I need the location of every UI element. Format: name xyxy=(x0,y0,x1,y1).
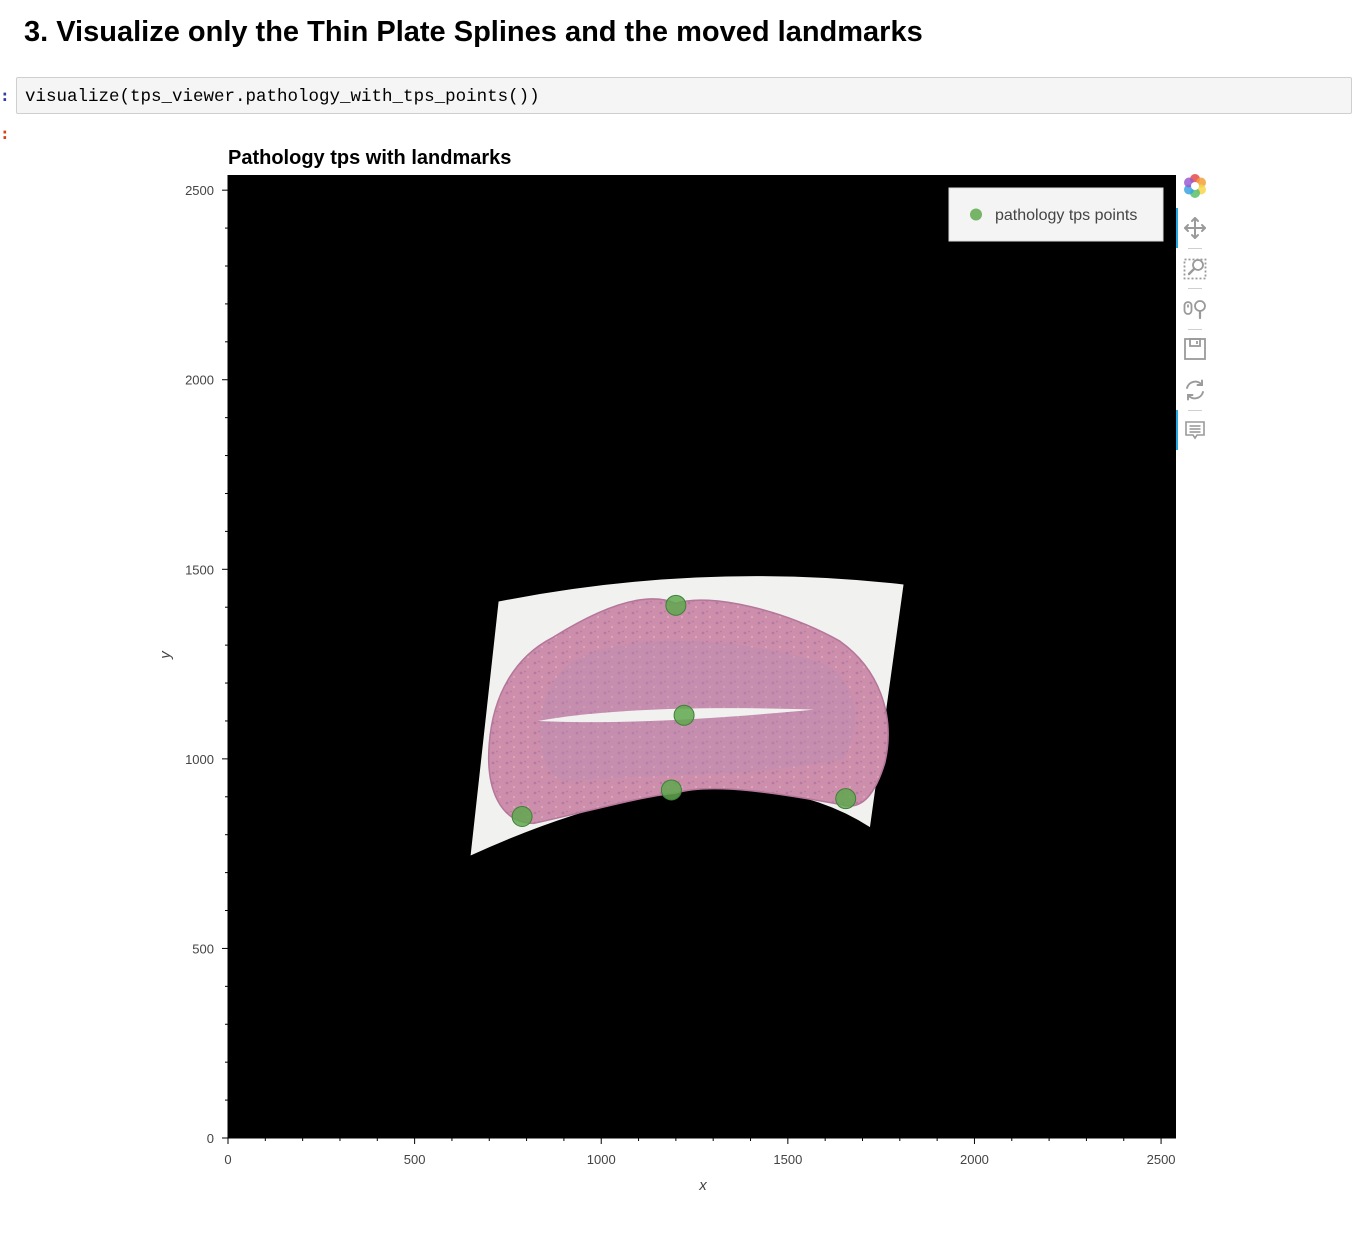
landmark-point[interactable] xyxy=(511,805,533,827)
toolbar-divider xyxy=(1188,410,1202,411)
wheel-zoom-icon[interactable] xyxy=(1182,296,1208,322)
box-zoom-icon[interactable] xyxy=(1182,255,1208,281)
x-axis-label: x xyxy=(698,1177,707,1194)
x-tick-label: 1000 xyxy=(587,1152,616,1167)
legend: pathology tps points xyxy=(948,187,1164,242)
reset-icon[interactable] xyxy=(1182,377,1208,403)
hover-icon[interactable] xyxy=(1182,418,1208,444)
legend-box xyxy=(948,187,1164,242)
x-tick-label: 1500 xyxy=(773,1152,802,1167)
toolbar-divider xyxy=(1188,329,1202,330)
output-prompt: : xyxy=(0,124,10,143)
landmark-point[interactable] xyxy=(665,594,687,616)
active-indicator-pan xyxy=(1176,208,1178,248)
y-axis-label: y xyxy=(157,650,174,660)
y-tick-label: 2000 xyxy=(185,373,214,388)
y-tick-label: 2500 xyxy=(185,183,214,198)
section-heading: 3. Visualize only the Thin Plate Splines… xyxy=(24,16,923,48)
toolbar-divider xyxy=(1188,288,1202,289)
legend-swatch xyxy=(970,208,982,221)
plot-toolbar xyxy=(1176,170,1216,455)
y-tick-label: 1500 xyxy=(185,562,214,577)
y-tick-label: 0 xyxy=(207,1131,214,1146)
chart-title: Pathology tps with landmarks xyxy=(228,147,511,169)
input-prompt: : xyxy=(0,86,10,105)
x-tick-label: 0 xyxy=(224,1152,231,1167)
x-tick-label: 2500 xyxy=(1147,1152,1176,1167)
toolbar-divider xyxy=(1188,248,1202,249)
bokeh-logo-icon[interactable] xyxy=(1182,173,1208,199)
y-tick-label: 500 xyxy=(192,941,214,956)
x-tick-label: 2000 xyxy=(960,1152,989,1167)
code-text[interactable]: visualize(tps_viewer.pathology_with_tps_… xyxy=(25,87,540,107)
save-icon[interactable] xyxy=(1182,336,1208,362)
code-cell[interactable]: visualize(tps_viewer.pathology_with_tps_… xyxy=(16,77,1352,114)
landmark-point[interactable] xyxy=(673,704,695,726)
x-tick-label: 500 xyxy=(404,1152,426,1167)
landmark-point[interactable] xyxy=(835,788,857,810)
legend-label: pathology tps points xyxy=(995,207,1137,224)
landmark-point[interactable] xyxy=(660,779,682,801)
pan-icon[interactable] xyxy=(1182,215,1208,241)
active-indicator-hover xyxy=(1176,410,1178,450)
y-tick-label: 1000 xyxy=(185,752,214,767)
